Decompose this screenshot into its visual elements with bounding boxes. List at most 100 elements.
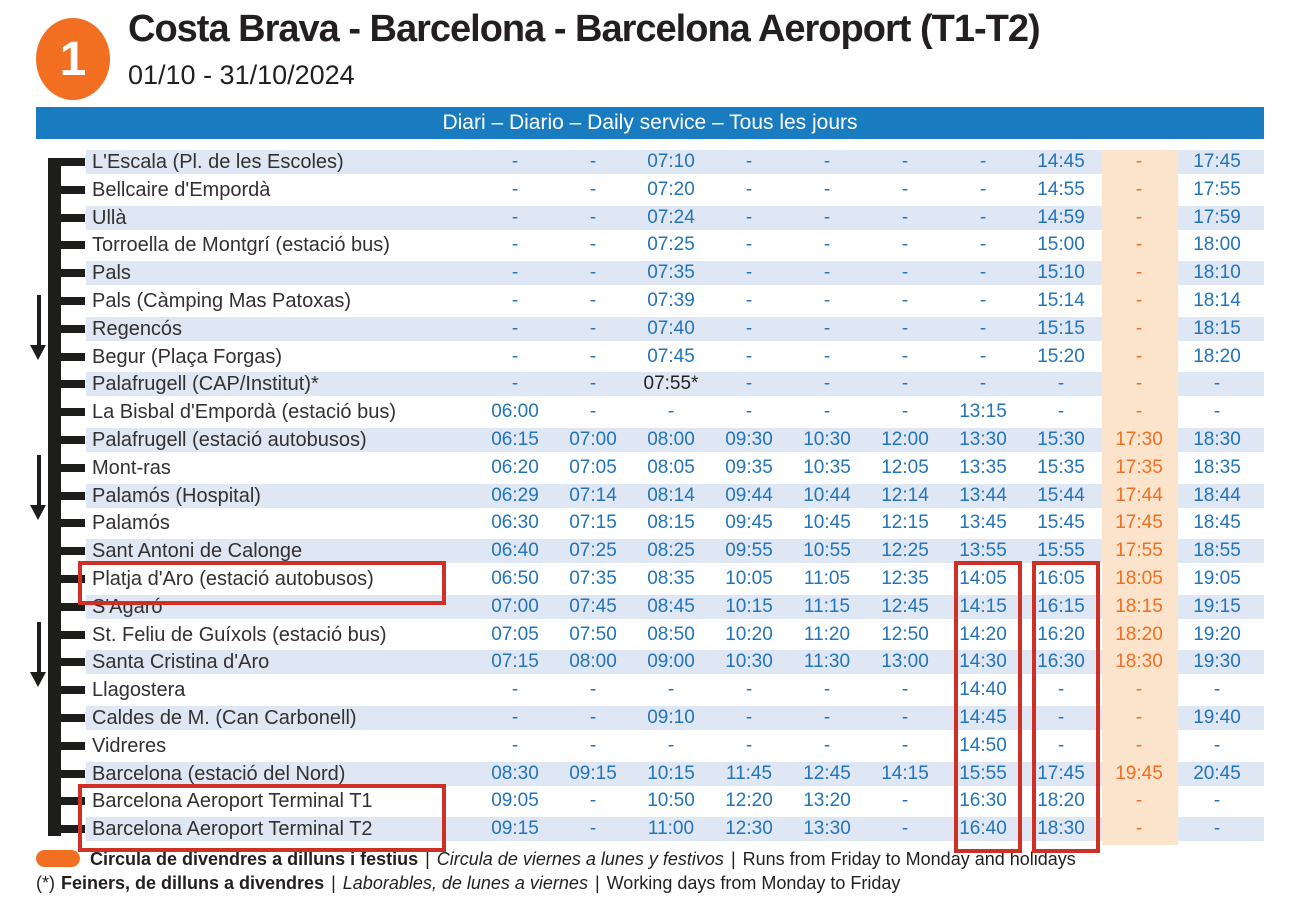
time-cell: 17:44 [1115,484,1163,506]
time-cell: - [901,289,909,311]
time-cell: - [901,706,909,728]
time-cell: 19:15 [1193,595,1241,617]
time-cell: 06:40 [491,540,539,562]
time-cell: - [511,289,519,311]
time-cell: 09:15 [569,762,617,784]
time-cell: - [1213,401,1221,423]
time-cell: 13:44 [959,484,1007,506]
times-row: 06:15 07:00 08:00 09:30 10:30 12:00 13:30 15:30… [476,428,1256,452]
time-cell: 11:30 [803,651,851,673]
time-cell: - [901,345,909,367]
times-row: 09:15 - 11:00 12:30 13:30 - 16:40 18:30 - - [476,817,1256,841]
date-range: 01/10 - 31/10/2024 [128,60,355,90]
time-cell: - [823,373,831,395]
time-cell: 09:35 [725,456,773,478]
time-cell: 16:05 [1037,567,1085,589]
time-cell: 09:10 [647,706,695,728]
time-cell: 15:44 [1037,484,1085,506]
time-cell: - [823,206,831,228]
route-tick-icon [48,296,85,305]
stop-name: Santa Cristina d'Aro [92,651,270,674]
time-cell: - [667,734,675,756]
time-cell: - [979,289,987,311]
time-cell: - [979,317,987,339]
time-cell: - [1135,706,1143,728]
time-cell: - [745,178,753,200]
time-cell: 12:20 [725,790,773,812]
route-tick-icon [48,658,85,667]
time-cell: 12:45 [803,762,851,784]
time-cell: 09:45 [725,512,773,534]
time-cell: 06:29 [491,484,539,506]
stop-name: Torroella de Montgrí (estació bus) [92,234,390,257]
time-cell: 17:55 [1115,540,1163,562]
time-cell: 06:30 [491,512,539,534]
stop-name: Vidreres [92,734,167,757]
route-tick-icon [48,158,85,166]
time-cell: 18:20 [1193,345,1241,367]
legend-line-weekend: Circula de divendres a dilluns i festius… [36,849,1076,870]
time-cell: - [511,262,519,284]
time-cell: - [901,234,909,256]
stop-name: Ullà [92,206,127,229]
time-cell: - [511,345,519,367]
time-cell: - [511,706,519,728]
time-cell: 12:45 [881,595,929,617]
table-row: Regencós - - 07:40 - - - - 15:15 - 18:15 [0,316,1296,345]
time-cell: - [745,345,753,367]
row-stripe [86,761,1264,786]
time-cell: 18:35 [1193,456,1241,478]
time-cell: - [1135,262,1143,284]
times-row: 06:00 - - - - - 13:15 - - - [476,400,1256,424]
time-cell: 14:59 [1037,206,1085,228]
stop-name: S'Agaró [92,595,163,618]
time-cell: 12:30 [725,818,773,840]
time-cell: - [589,262,597,284]
route-number-badge: 1 [36,18,110,100]
time-cell: 09:44 [725,484,773,506]
times-row: - - 07:45 - - - - 15:20 - 18:20 [476,345,1256,369]
time-cell: - [823,262,831,284]
time-cell: - [1057,706,1065,728]
table-row: Caldes de M. (Can Carbonell) - - 09:10 - - - 14… [0,705,1296,734]
time-cell: 07:05 [569,456,617,478]
time-cell: - [511,317,519,339]
time-cell: 07:25 [569,540,617,562]
time-cell: - [979,345,987,367]
time-cell: 12:35 [881,567,929,589]
time-cell: - [1057,401,1065,423]
time-cell: 13:45 [959,512,1007,534]
stop-name: Barcelona (estació del Nord) [92,762,346,785]
route-tick-icon [48,491,85,500]
time-cell: - [589,679,597,701]
time-cell: - [1135,151,1143,172]
time-cell: - [1057,679,1065,701]
stop-name: L'Escala (Pl. de les Escoles) [92,151,344,173]
table-row: Torroella de Montgrí (estació bus) - - 07:2… [0,233,1296,261]
time-cell: - [745,262,753,284]
row-stripe [86,817,1264,842]
legend-catalan: Circula de divendres a dilluns i festius [90,849,419,869]
route-tick-icon [48,630,85,639]
row-stripe [86,205,1264,230]
time-cell: - [745,289,753,311]
time-cell: - [511,373,519,395]
time-cell: 19:40 [1193,706,1241,728]
legend-divider: | [425,849,430,869]
time-cell: 15:30 [1037,428,1085,450]
route-arrow-down-icon [30,455,47,520]
stop-name: Sant Antoni de Calonge [92,540,303,563]
time-cell: - [589,790,597,812]
time-cell: 07:05 [491,623,539,645]
route-tick-icon [48,825,85,834]
times-row: - - - - - - 14:50 - - - [476,734,1256,758]
time-cell: 08:30 [491,762,539,784]
time-cell: 15:14 [1037,289,1085,311]
legend-divider: | [331,873,336,893]
times-row: - - 07:24 - - - - 14:59 - 17:59 [476,206,1256,230]
legend-english: Runs from Friday to Monday and holidays [742,849,1076,869]
legend-english: Working days from Monday to Friday [606,873,901,893]
time-cell: 10:30 [803,428,851,450]
time-cell: 14:30 [959,651,1007,673]
time-cell: - [745,734,753,756]
